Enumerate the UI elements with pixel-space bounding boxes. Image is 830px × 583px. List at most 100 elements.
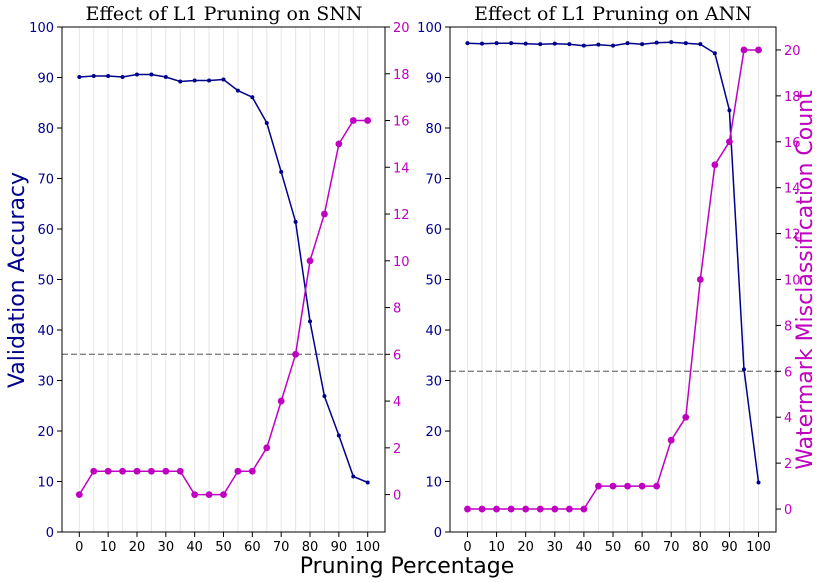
watermark-point bbox=[306, 257, 314, 265]
accuracy-point bbox=[308, 319, 313, 324]
x-tick-label: 60 bbox=[244, 540, 261, 555]
panel-title-snn: Effect of L1 Pruning on SNN bbox=[85, 3, 362, 25]
watermark-point bbox=[119, 467, 126, 475]
watermark-point bbox=[696, 276, 704, 283]
watermark-point bbox=[667, 436, 675, 444]
y-tick-label-right: 2 bbox=[784, 457, 792, 472]
watermark-point bbox=[176, 467, 184, 475]
watermark-point bbox=[493, 505, 500, 513]
y-tick-label-right: 8 bbox=[784, 319, 792, 334]
watermark-point bbox=[726, 138, 733, 146]
watermark-point bbox=[638, 482, 646, 490]
y-tick-label-right: 0 bbox=[784, 503, 792, 518]
y-tick-label-right: 4 bbox=[393, 395, 401, 410]
watermark-point bbox=[133, 467, 141, 475]
accuracy-point bbox=[538, 42, 543, 47]
y-axis-label-right: Watermark Misclassification Count bbox=[793, 90, 818, 470]
panel-title-ann: Effect of L1 Pruning on ANN bbox=[474, 3, 752, 25]
accuracy-point bbox=[351, 474, 356, 479]
accuracy-point bbox=[106, 73, 111, 78]
watermark-point bbox=[740, 46, 748, 54]
accuracy-point bbox=[523, 41, 528, 46]
x-tick-label: 100 bbox=[355, 540, 380, 555]
y-tick-label-left: 60 bbox=[425, 223, 442, 238]
y-tick-label-right: 14 bbox=[393, 161, 410, 176]
x-tick-label: 70 bbox=[273, 540, 290, 555]
watermark-point bbox=[220, 491, 227, 498]
watermark-point bbox=[364, 117, 372, 124]
x-tick-label: 90 bbox=[331, 540, 348, 555]
watermark-point bbox=[335, 140, 343, 148]
y-tick-label-right: 20 bbox=[393, 21, 410, 36]
y-tick-label-right: 0 bbox=[393, 489, 401, 504]
x-tick-label: 80 bbox=[692, 540, 709, 555]
accuracy-point bbox=[134, 72, 139, 77]
watermark-point bbox=[565, 505, 573, 513]
x-tick-label: 60 bbox=[634, 540, 651, 555]
watermark-point bbox=[624, 482, 631, 490]
y-tick-label-right: 16 bbox=[393, 115, 410, 130]
x-tick-label: 50 bbox=[605, 540, 622, 555]
accuracy-point bbox=[207, 78, 212, 83]
x-tick-label: 90 bbox=[721, 540, 738, 555]
accuracy-point bbox=[91, 73, 96, 78]
y-tick-label-right: 18 bbox=[393, 68, 410, 83]
y-tick-label-left: 30 bbox=[425, 375, 442, 390]
watermark-point bbox=[248, 467, 256, 475]
y-tick-label-left: 50 bbox=[425, 274, 442, 289]
accuracy-point bbox=[625, 41, 630, 46]
accuracy-point bbox=[611, 43, 615, 48]
accuracy-point bbox=[264, 120, 269, 125]
x-tick-label: 10 bbox=[488, 540, 505, 555]
x-tick-label: 0 bbox=[463, 540, 471, 555]
watermark-point bbox=[234, 467, 242, 475]
accuracy-point bbox=[192, 78, 197, 83]
y-tick-label-left: 0 bbox=[46, 526, 54, 541]
y-tick-label-left: 100 bbox=[417, 21, 442, 36]
y-tick-label-right: 6 bbox=[393, 348, 401, 363]
accuracy-point bbox=[250, 95, 255, 100]
x-tick-label: 50 bbox=[215, 540, 232, 555]
watermark-point bbox=[507, 505, 515, 513]
y-tick-label-left: 30 bbox=[37, 375, 54, 390]
y-tick-label-left: 70 bbox=[425, 173, 442, 188]
y-tick-label-right: 20 bbox=[784, 44, 801, 59]
y-axis-label-left: Validation Accuracy bbox=[5, 172, 30, 388]
y-tick-label-right: 8 bbox=[393, 302, 401, 317]
y-tick-label-right: 6 bbox=[784, 365, 792, 380]
accuracy-point bbox=[120, 74, 125, 79]
chart-panel-ann: Effect of L1 Pruning on ANN 0 10 20 30 40 50 6… bbox=[417, 3, 800, 555]
panel-plot-ann: 0 10 20 30 40 50 60 70 80 90 100010203040506070809… bbox=[417, 21, 800, 555]
watermark-point bbox=[522, 505, 530, 513]
x-tick-label: 30 bbox=[158, 540, 175, 555]
y-tick-label-left: 70 bbox=[37, 173, 54, 188]
accuracy-point bbox=[727, 108, 732, 113]
accuracy-point bbox=[149, 72, 154, 77]
watermark-point bbox=[75, 491, 83, 498]
watermark-point bbox=[580, 505, 588, 513]
accuracy-point bbox=[509, 41, 514, 46]
accuracy-point bbox=[552, 41, 557, 46]
accuracy-point bbox=[640, 42, 645, 47]
accuracy-point bbox=[480, 41, 485, 46]
y-tick-label-left: 60 bbox=[37, 223, 54, 238]
y-tick-label-left: 40 bbox=[37, 324, 54, 339]
y-tick-label-left: 90 bbox=[425, 72, 442, 87]
watermark-point bbox=[191, 491, 199, 498]
x-tick-label: 100 bbox=[746, 540, 771, 555]
y-tick-label-right: 14 bbox=[784, 182, 801, 197]
y-tick-label-left: 40 bbox=[425, 324, 442, 339]
y-tick-label-right: 10 bbox=[393, 255, 410, 270]
accuracy-point bbox=[683, 41, 688, 46]
watermark-point bbox=[711, 161, 719, 169]
y-tick-label-right: 18 bbox=[784, 90, 801, 105]
watermark-point bbox=[148, 467, 155, 475]
watermark-point bbox=[682, 413, 690, 421]
y-tick-label-left: 90 bbox=[37, 72, 54, 87]
watermark-point bbox=[653, 482, 661, 490]
watermark-point bbox=[277, 397, 285, 405]
watermark-point bbox=[595, 482, 602, 490]
accuracy-point bbox=[494, 41, 499, 46]
accuracy-point bbox=[567, 42, 572, 47]
watermark-point bbox=[263, 444, 271, 452]
